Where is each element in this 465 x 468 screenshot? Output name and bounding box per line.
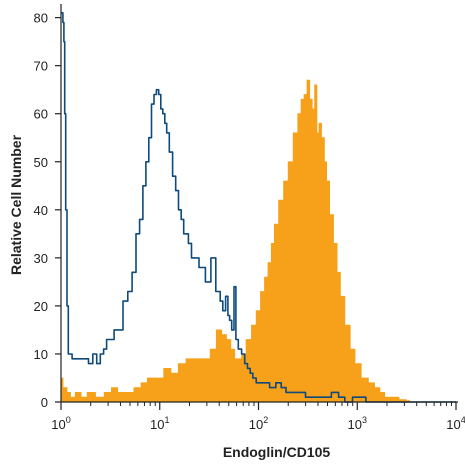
y-tick-label: 10 bbox=[34, 347, 48, 362]
y-tick-label: 50 bbox=[34, 155, 48, 170]
x-axis-ticks: 100 101 102 103 104 bbox=[51, 402, 465, 432]
series-layer bbox=[60, 12, 456, 403]
x-axis-title: Endoglin/CD105 bbox=[223, 444, 331, 460]
x-tick-label: 104 bbox=[446, 415, 465, 432]
x-tick-label: 100 bbox=[51, 415, 70, 432]
x-tick-label: 102 bbox=[249, 415, 268, 432]
y-tick-label: 30 bbox=[34, 251, 48, 266]
y-tick-label: 70 bbox=[34, 59, 48, 74]
outline-histogram-series bbox=[60, 12, 456, 403]
x-tick-label: 101 bbox=[150, 415, 169, 432]
y-axis-ticks: 0 10 20 30 40 50 60 70 80 bbox=[34, 11, 61, 410]
plot-area: 100 101 102 103 104 0 10 20 30 40 50 60 70 80 bbox=[34, 4, 465, 432]
y-tick-label: 80 bbox=[34, 11, 48, 26]
filled-histogram-series bbox=[60, 79, 456, 403]
y-axis-title: Relative Cell Number bbox=[8, 134, 24, 275]
x-tick-label: 103 bbox=[348, 415, 367, 432]
y-tick-label: 40 bbox=[34, 203, 48, 218]
y-tick-label: 20 bbox=[34, 299, 48, 314]
y-tick-label: 0 bbox=[41, 395, 48, 410]
y-tick-label: 60 bbox=[34, 107, 48, 122]
